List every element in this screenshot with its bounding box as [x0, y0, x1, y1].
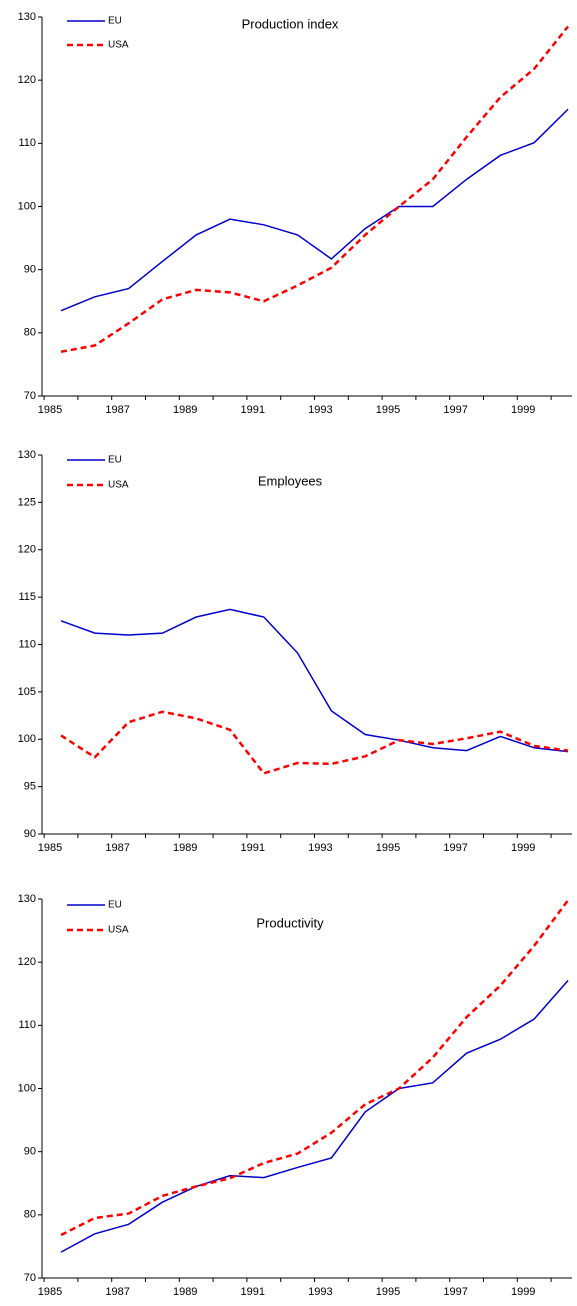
x-tick-label: 1993 — [308, 404, 332, 416]
y-tick-label: 80 — [24, 1209, 36, 1221]
y-tick-label: 110 — [18, 137, 36, 149]
y-tick-label: 100 — [18, 733, 36, 745]
y-tick-label: 130 — [18, 11, 36, 23]
x-tick-label: 1995 — [376, 1286, 400, 1298]
x-tick-label: 1991 — [241, 842, 265, 854]
series-line — [60, 608, 569, 753]
x-tick-label: 1987 — [105, 404, 129, 416]
series-line — [60, 710, 569, 775]
chart-title: Production index — [242, 16, 339, 31]
x-tick-label: 1995 — [376, 842, 400, 854]
x-tick-label: 1985 — [38, 404, 62, 416]
y-tick-label: 130 — [18, 449, 36, 461]
series-line — [60, 25, 569, 354]
legend-label: EU — [108, 16, 122, 27]
x-tick-label: 1989 — [173, 842, 197, 854]
x-tick-label: 1985 — [38, 1286, 62, 1298]
x-tick-label: 1989 — [173, 1286, 197, 1298]
x-tick-label: 1985 — [38, 842, 62, 854]
legend-label: USA — [108, 925, 129, 936]
x-tick-label: 1993 — [308, 842, 332, 854]
series-line — [60, 979, 569, 1253]
x-tick-label: 1995 — [376, 404, 400, 416]
x-tick-label: 1993 — [308, 1286, 332, 1298]
chart-title: Productivity — [256, 915, 324, 930]
x-tick-label: 1997 — [443, 842, 467, 854]
series-line — [60, 108, 569, 312]
y-tick-label: 100 — [18, 1082, 36, 1094]
y-tick-label: 105 — [18, 686, 36, 698]
x-tick-label: 1997 — [443, 1286, 467, 1298]
legend-label: EU — [108, 900, 122, 911]
x-tick-label: 1991 — [241, 404, 265, 416]
x-tick-label: 1989 — [173, 404, 197, 416]
y-tick-label: 120 — [18, 956, 36, 968]
y-tick-label: 115 — [18, 591, 36, 603]
y-tick-label: 130 — [18, 893, 36, 905]
x-tick-label: 1999 — [511, 842, 535, 854]
legend-label: EU — [108, 455, 122, 466]
y-tick-label: 70 — [24, 1272, 36, 1284]
y-tick-label: 100 — [18, 200, 36, 212]
y-tick-label: 90 — [24, 264, 36, 276]
x-tick-label: 1987 — [105, 842, 129, 854]
y-tick-label: 90 — [24, 1146, 36, 1158]
x-tick-label: 1987 — [105, 1286, 129, 1298]
x-tick-label: 1991 — [241, 1286, 265, 1298]
y-tick-label: 120 — [18, 74, 36, 86]
series-line — [60, 899, 570, 1237]
y-tick-label: 95 — [24, 781, 36, 793]
x-tick-label: 1999 — [511, 1286, 535, 1298]
y-tick-label: 110 — [18, 638, 36, 650]
legend-label: USA — [108, 480, 129, 491]
y-tick-label: 125 — [18, 496, 36, 508]
y-tick-label: 90 — [24, 828, 36, 840]
y-tick-label: 80 — [24, 327, 36, 339]
y-tick-label: 70 — [24, 390, 36, 402]
x-tick-label: 1999 — [511, 404, 535, 416]
x-tick-label: 1997 — [443, 404, 467, 416]
chart-title: Employees — [258, 473, 323, 488]
y-tick-label: 120 — [18, 544, 36, 556]
legend-label: USA — [108, 40, 129, 51]
y-tick-label: 110 — [18, 1019, 36, 1031]
